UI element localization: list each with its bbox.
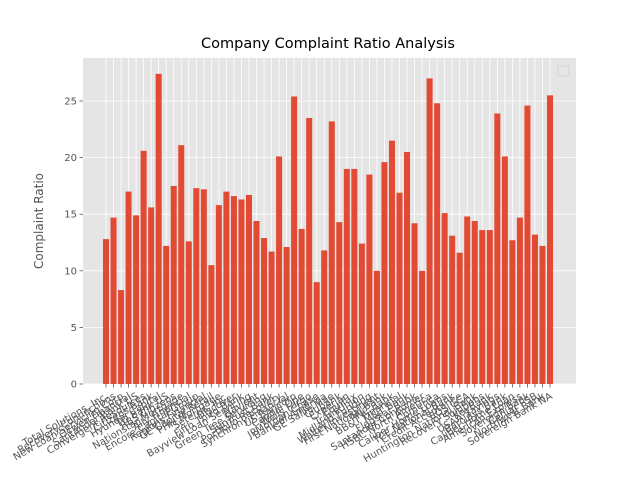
bar (471, 221, 478, 384)
bar (163, 245, 170, 384)
bar (193, 188, 200, 384)
bar (516, 217, 523, 384)
bar (426, 78, 433, 384)
bar (479, 230, 486, 384)
y-axis-label: Complaint Ratio (32, 173, 46, 269)
bar (208, 265, 215, 384)
bar (155, 73, 162, 384)
bar (501, 156, 508, 384)
bar (366, 174, 373, 384)
bar (449, 235, 456, 384)
bar (396, 192, 403, 384)
bar (291, 96, 298, 384)
legend-box (557, 65, 570, 77)
bar (148, 207, 155, 384)
bar (133, 215, 140, 384)
bar (170, 185, 177, 384)
bar (268, 251, 275, 384)
y-axis: 0 5 10 15 20 25 (64, 97, 83, 391)
bar (110, 217, 117, 384)
bar (118, 290, 125, 384)
bar (298, 228, 305, 384)
bar (306, 117, 313, 385)
bar (238, 199, 245, 384)
bar (343, 168, 350, 384)
bar (185, 241, 192, 384)
bar (223, 191, 230, 384)
bar (486, 230, 493, 384)
y-tick-label: 15 (64, 210, 77, 221)
bar (456, 252, 463, 384)
bar (200, 189, 207, 384)
bar (276, 156, 283, 384)
bar (313, 282, 320, 384)
bar (283, 247, 290, 384)
bar (351, 168, 358, 384)
x-axis: Total Solutions, Inc.Recovery Connection… (12, 384, 555, 465)
bar (230, 196, 237, 384)
bar (140, 150, 147, 384)
bar (531, 234, 538, 384)
bars (102, 73, 554, 385)
bar (245, 194, 252, 384)
y-tick-label: 25 (64, 97, 77, 108)
bar (411, 223, 418, 384)
bar (494, 113, 501, 385)
bar (441, 213, 448, 384)
bar (381, 162, 388, 384)
bar (373, 270, 380, 384)
bar (261, 237, 268, 384)
bar (358, 243, 365, 384)
y-tick-label: 0 (71, 380, 77, 391)
bar (509, 240, 516, 384)
bar (539, 245, 546, 384)
y-tick-label: 20 (64, 153, 77, 164)
bar (321, 250, 328, 384)
bar (178, 145, 185, 384)
bar (125, 191, 132, 384)
chart-title: Company Complaint Ratio Analysis (201, 36, 455, 52)
bar (328, 121, 335, 384)
y-tick-label: 10 (64, 266, 77, 277)
bar (253, 221, 260, 384)
bar (546, 95, 554, 385)
bar (434, 103, 441, 385)
bar (524, 105, 531, 385)
bar (102, 239, 110, 384)
bar (336, 222, 343, 384)
bar (404, 151, 411, 384)
bar (388, 140, 395, 384)
y-tick-label: 5 (71, 323, 77, 334)
bar (215, 205, 222, 384)
bar (419, 270, 426, 384)
bar (464, 216, 471, 384)
